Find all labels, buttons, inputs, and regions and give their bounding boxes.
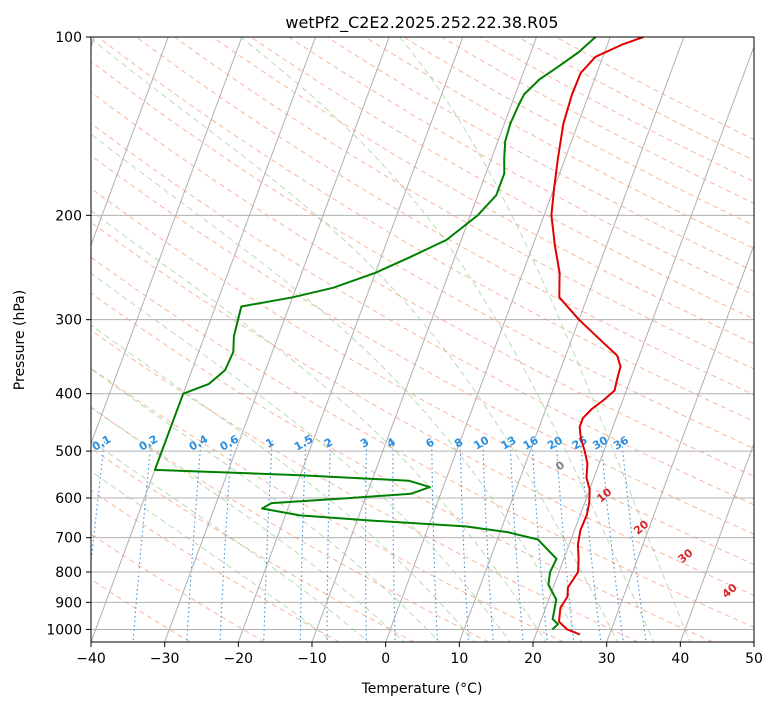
chart-title: wetPf2_C2E2.2025.252.22.38.R05 bbox=[285, 13, 558, 33]
y-tick-label: 400 bbox=[55, 387, 82, 403]
x-tick-label: −10 bbox=[297, 651, 327, 667]
x-tick-label: 50 bbox=[745, 651, 763, 667]
y-tick-label: 900 bbox=[55, 595, 82, 611]
y-tick-label: 600 bbox=[55, 491, 82, 507]
x-tick-label: 30 bbox=[598, 651, 616, 667]
y-tick-label: 100 bbox=[55, 30, 82, 46]
x-tick-label: 0 bbox=[381, 651, 390, 667]
x-tick-label: −20 bbox=[224, 651, 254, 667]
y-tick-label: 200 bbox=[55, 208, 82, 224]
y-tick-label: 500 bbox=[55, 444, 82, 460]
x-tick-label: 40 bbox=[671, 651, 689, 667]
x-tick-label: 20 bbox=[524, 651, 542, 667]
y-axis-label: Pressure (hPa) bbox=[12, 290, 28, 390]
x-axis-label: Temperature (°C) bbox=[361, 681, 483, 697]
x-tick-label: 10 bbox=[450, 651, 468, 667]
x-tick-label: −30 bbox=[150, 651, 180, 667]
y-tick-label: 800 bbox=[55, 565, 82, 581]
y-tick-label: 300 bbox=[55, 313, 82, 329]
y-tick-label: 1000 bbox=[46, 622, 82, 638]
x-tick-label: −40 bbox=[76, 651, 106, 667]
y-tick-label: 700 bbox=[55, 531, 82, 547]
